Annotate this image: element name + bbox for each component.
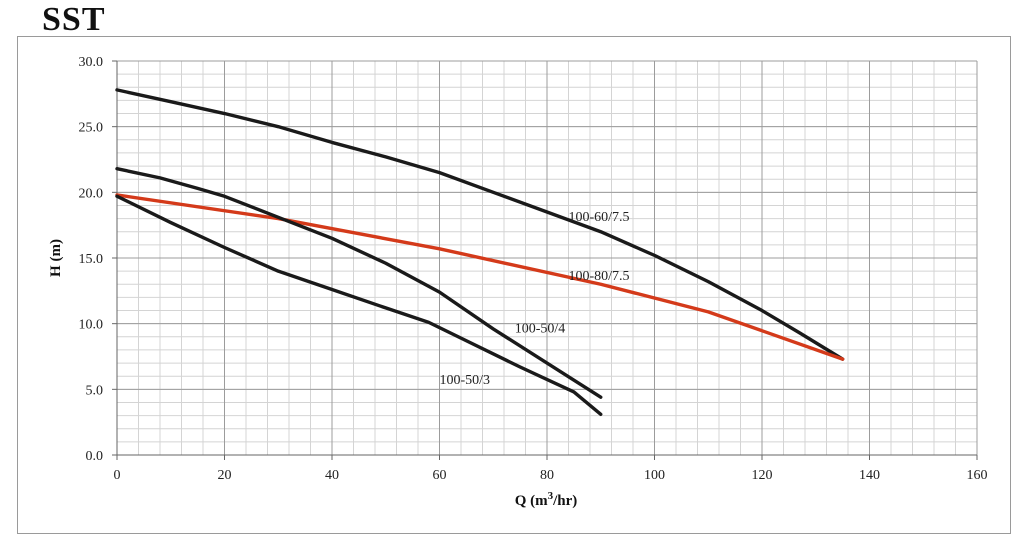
curve-labels: 100-60/7.5 100-80/7.5 100-50/4 100-50/3 [440, 210, 630, 388]
y-tick-label: 15.0 [79, 252, 104, 267]
y-tick-label: 10.0 [79, 318, 104, 333]
series-line-100-50-4 [115, 166, 603, 399]
x-tick-label: 120 [752, 468, 773, 483]
y-tick-label: 20.0 [79, 186, 104, 201]
series-label-100-50-3: 100-50/3 [440, 373, 491, 388]
x-tick-label: 140 [859, 468, 880, 483]
chart-frame [17, 36, 1011, 534]
x-tick-label: 40 [325, 468, 339, 483]
series-layer [115, 88, 845, 416]
page-title: SST [42, 1, 106, 38]
series-label-100-60-7-5: 100-60/7.5 [569, 210, 630, 225]
x-axis-title-sup: 3 [548, 490, 554, 502]
x-tick-label: 100 [644, 468, 665, 483]
y-tick-label: 25.0 [79, 121, 104, 136]
y-tick-label: 5.0 [86, 383, 104, 398]
x-axis-title: Q (m3/hr) [515, 490, 578, 509]
x-tick-label: 20 [218, 468, 232, 483]
x-tick-label: 60 [433, 468, 447, 483]
x-tick-label: 80 [540, 468, 554, 483]
axes [112, 60, 978, 460]
y-axis-title: H (m) [48, 239, 64, 277]
y-tick-label: 0.0 [86, 449, 104, 464]
x-tick-label: 0 [114, 468, 121, 483]
series-label-100-50-4: 100-50/4 [515, 322, 566, 337]
x-axis-title-suffix: /hr) [552, 493, 577, 509]
tick-labels: 0 20 40 60 80 100 120 140 160 0.0 5.0 10.0 15.0 20.0 2… [79, 55, 988, 483]
series-label-100-80-7-5: 100-80/7.5 [569, 269, 630, 284]
series-line-100-60-7-5 [115, 88, 845, 361]
series-line-100-80-7-5 [115, 193, 845, 361]
series-line-100-50-3 [115, 194, 603, 416]
x-axis-title-prefix: Q (m [515, 493, 548, 509]
y-tick-label: 30.0 [79, 55, 104, 70]
x-tick-label: 160 [967, 468, 988, 483]
